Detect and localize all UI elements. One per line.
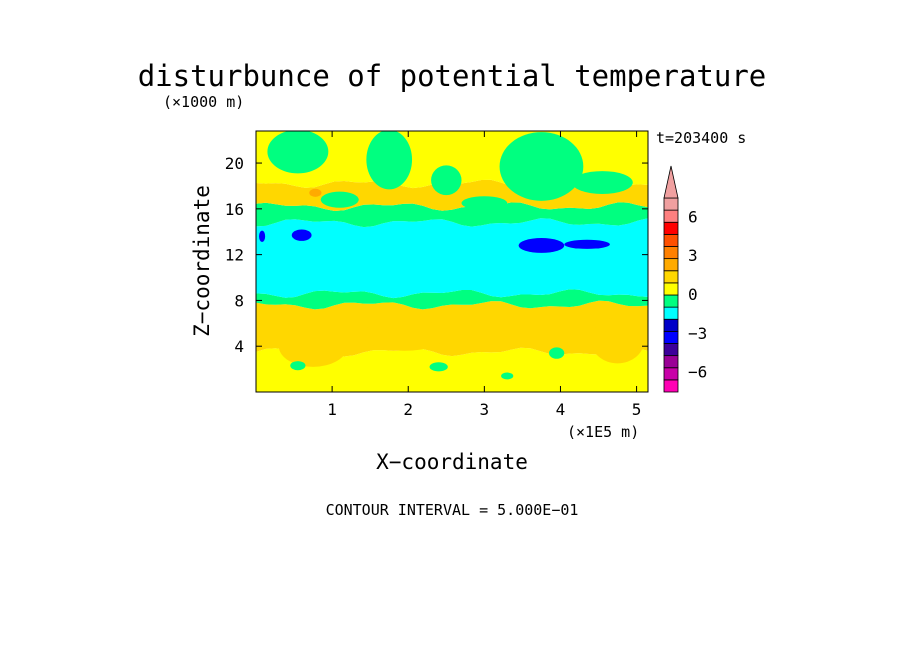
x-tick-label: 3 xyxy=(480,400,490,419)
chart-title: disturbunce of potential temperature xyxy=(138,59,767,93)
colorbar-swatch xyxy=(663,258,679,272)
contour-band-3 xyxy=(256,218,648,299)
colorbar-swatch xyxy=(663,330,679,344)
contour-patch-2 xyxy=(518,238,565,253)
contour-band-0 xyxy=(256,347,648,392)
colorbar-swatch xyxy=(663,294,679,308)
x-axis-label: X−coordinate xyxy=(376,450,528,474)
time-label: t=203400 s xyxy=(656,129,746,147)
colorbar-label: 6 xyxy=(688,207,698,226)
colorbar-swatch xyxy=(663,282,679,296)
colorbar-swatch xyxy=(663,233,679,247)
x-tick-label: 2 xyxy=(403,400,413,419)
colorbar-swatch xyxy=(663,306,679,320)
y-axis-label: Z−coordinate xyxy=(190,185,214,337)
colorbar-swatch xyxy=(663,318,679,332)
contour-patch-15 xyxy=(309,188,322,197)
colorbar-swatch xyxy=(663,209,679,223)
y-axis-ticks: 4 8 12 16 20 xyxy=(225,154,648,356)
contour-patch-3 xyxy=(564,239,610,249)
contour-patch-14 xyxy=(590,317,645,364)
colorbar-extend-arrow xyxy=(663,165,679,199)
plot-frame xyxy=(255,130,649,393)
colorbar-label: −3 xyxy=(688,324,707,343)
x-tick-label: 1 xyxy=(327,400,337,419)
colorbar-swatch xyxy=(663,221,679,235)
contour-patch-10 xyxy=(320,191,359,208)
contour-patch-8 xyxy=(499,132,584,201)
contour-patch-9 xyxy=(571,171,633,194)
contour-patch-16 xyxy=(290,361,306,371)
colorbar-label: 3 xyxy=(688,246,698,265)
colorbar-swatch xyxy=(663,355,679,369)
contour-band-4 xyxy=(256,202,648,228)
y-tick-label: 16 xyxy=(225,200,244,219)
x-axis-ticks: 1 2 3 4 5 xyxy=(327,131,641,419)
y-unit-label: (×1000 m) xyxy=(163,93,244,111)
contour-patch-5 xyxy=(267,131,329,174)
x-tick-label: 5 xyxy=(632,400,642,419)
colorbar-swatch xyxy=(663,246,679,260)
contour-patch-6 xyxy=(366,131,413,190)
colorbar-swatch xyxy=(663,367,679,381)
contour-field xyxy=(256,131,648,392)
colorbar-label: −6 xyxy=(688,363,707,382)
contour-patch-11 xyxy=(461,196,508,210)
contour-patch-0 xyxy=(291,229,312,241)
colorbar-swatch xyxy=(663,197,679,211)
contour-patch-17 xyxy=(429,362,448,372)
contour-patch-12 xyxy=(278,325,348,367)
colorbar-swatch xyxy=(663,343,679,357)
y-tick-label: 20 xyxy=(225,154,244,173)
colorbar: 6 3 0 −3 −6 xyxy=(663,165,707,393)
y-tick-label: 4 xyxy=(234,337,244,356)
contour-patch-7 xyxy=(431,165,462,196)
colorbar-swatch xyxy=(663,379,679,393)
y-tick-label: 12 xyxy=(225,246,244,265)
colorbar-label: 0 xyxy=(688,285,698,304)
y-tick-label: 8 xyxy=(234,291,244,310)
contour-band-1 xyxy=(256,300,648,357)
contour-patch-1 xyxy=(259,230,266,243)
contour-patch-18 xyxy=(549,347,565,359)
x-unit-label: (×1E5 m) xyxy=(567,423,639,441)
contour-patch-13 xyxy=(362,318,447,351)
colorbar-swatch xyxy=(663,270,679,284)
x-tick-label: 4 xyxy=(556,400,566,419)
contour-band-2 xyxy=(256,289,648,310)
contour-patch-19 xyxy=(501,372,514,380)
contour-interval-note: CONTOUR INTERVAL = 5.000E−01 xyxy=(326,501,579,519)
plot-area xyxy=(255,130,649,393)
